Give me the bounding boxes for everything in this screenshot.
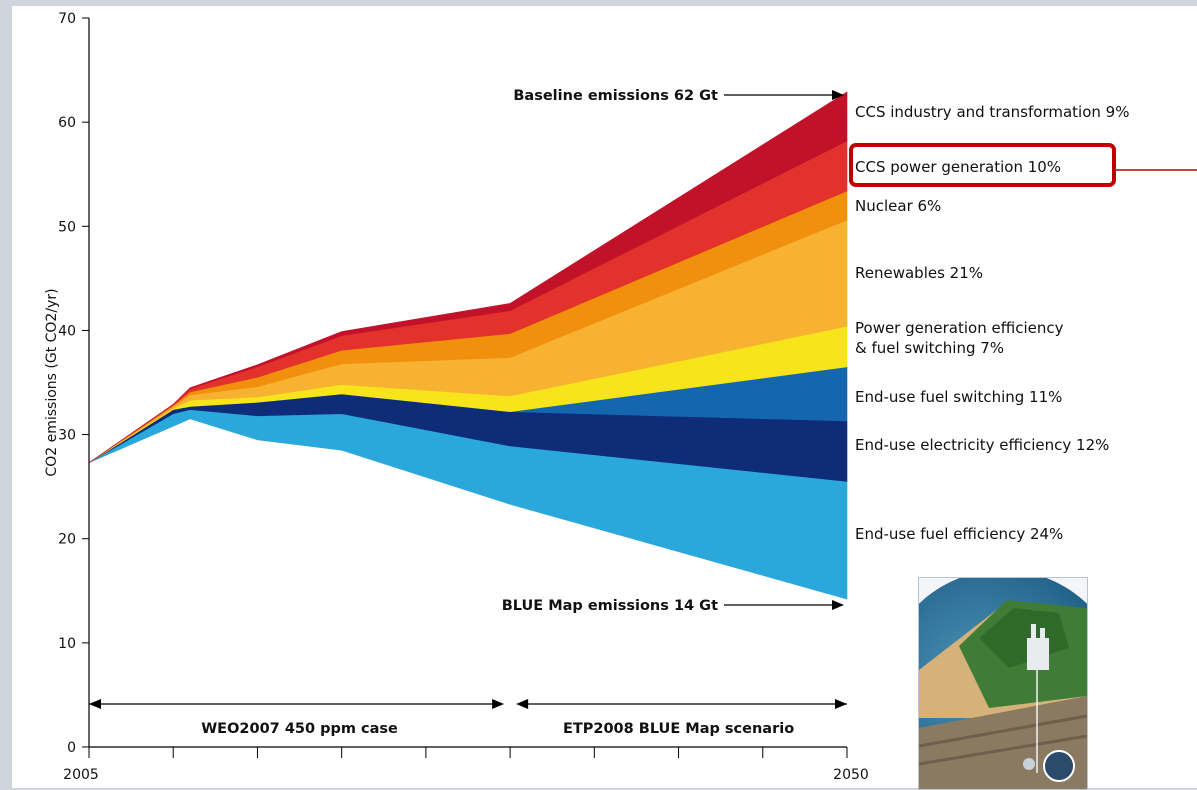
series-label-1: CCS power generation 10% [855, 158, 1061, 176]
x-tick-label-end: 2050 [833, 767, 869, 783]
series-label-3: Renewables 21% [855, 264, 983, 282]
y-tick-label-40: 40 [58, 323, 76, 339]
baseline-annotation: Baseline emissions 62 Gt [513, 88, 718, 104]
y-tick-label-50: 50 [58, 219, 76, 235]
highlight-box [849, 143, 1116, 187]
y-tick-label-70: 70 [58, 11, 76, 27]
y-tick-label-0: 0 [67, 740, 76, 756]
period-2-label: ETP2008 BLUE Map scenario [563, 721, 794, 737]
y-tick-label-20: 20 [58, 532, 76, 548]
series-label-4: Power generation efficiency & fuel switch… [855, 319, 1064, 357]
period-1-label: WEO2007 450 ppm case [201, 721, 398, 737]
x-tick-label-start: 2005 [63, 767, 99, 783]
y-tick-label-60: 60 [58, 115, 76, 131]
ccs-illustration [919, 578, 1087, 789]
area-series-7 [88, 91, 848, 463]
y-axis-title: CO2 emissions (Gt CO2/yr) [44, 288, 60, 476]
blue-map-annotation: BLUE Map emissions 14 Gt [502, 598, 718, 614]
y-tick-label-30: 30 [58, 428, 76, 444]
blue-map-arrow-head [832, 600, 844, 610]
series-label-2: Nuclear 6% [855, 197, 941, 215]
y-tick-label-10: 10 [58, 636, 76, 652]
series-label-5: End-use fuel switching 11% [855, 388, 1062, 406]
period-1-arrow-left [89, 699, 101, 709]
period-1-arrow-right [492, 699, 505, 709]
period-2-arrow-right [835, 699, 847, 709]
ccs-illustration-thumbnail [918, 577, 1088, 790]
series-label-7: End-use fuel efficiency 24% [855, 525, 1063, 543]
emissions-chart: 0 10 20 30 40 50 60 70 2005 2050 CO2 emissions (Gt… [44, 11, 1197, 783]
chart-frame: 0 10 20 30 40 50 60 70 2005 2050 CO2 emissions (Gt… [12, 6, 1197, 790]
series-label-0: CCS industry and transformation 9% [855, 103, 1129, 121]
baseline-arrow-head [832, 90, 844, 100]
series-label-6: End-use electricity efficiency 12% [855, 436, 1109, 454]
period-2-arrow-left [516, 699, 529, 709]
